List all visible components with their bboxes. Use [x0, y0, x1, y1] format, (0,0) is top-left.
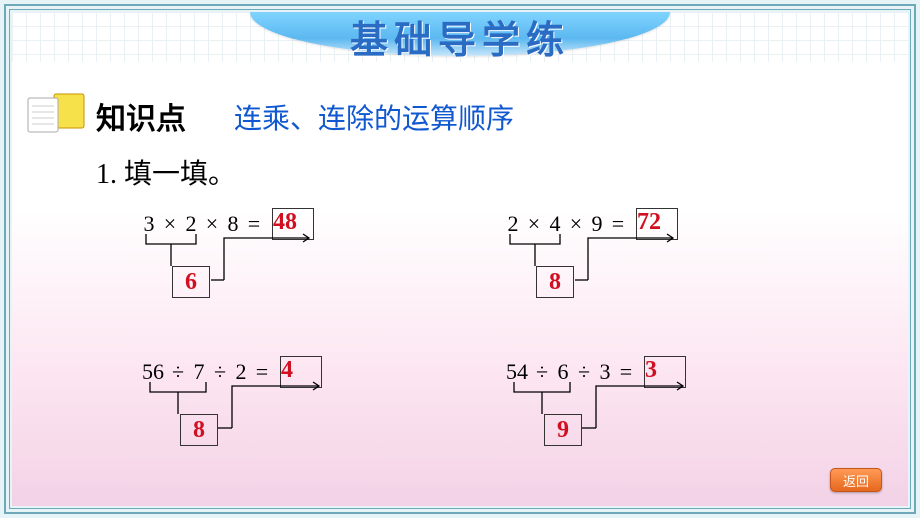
banner-title: 基础导学练 — [350, 9, 570, 64]
result-2: 72 — [637, 209, 661, 236]
result-box-2: 72 — [636, 208, 678, 240]
return-button[interactable]: 返回 — [830, 468, 882, 492]
result-1: 48 — [273, 209, 297, 236]
operator-1-2: × — [205, 211, 219, 237]
operand-3c: 2 — [234, 359, 248, 385]
operator-4-1: ÷ — [535, 359, 549, 385]
operator-4-2: ÷ — [577, 359, 591, 385]
operand-2c: 9 — [590, 211, 604, 237]
intermediate-box-1: 6 — [172, 266, 210, 298]
intermediate-box-2: 8 — [536, 266, 574, 298]
operand-2a: 2 — [506, 211, 520, 237]
operand-3b: 7 — [192, 359, 206, 385]
bracket-diagram-3 — [136, 378, 396, 446]
operand-2b: 4 — [548, 211, 562, 237]
operand-1c: 8 — [226, 211, 240, 237]
intermediate-3: 8 — [193, 417, 205, 444]
operator-1-1: × — [163, 211, 177, 237]
question-label: 1. 填一填。 — [96, 152, 236, 192]
knowledge-label: 知识点 — [96, 94, 186, 138]
problem-2: 2 × 4 × 9 = 72 8 — [506, 208, 678, 240]
return-label: 返回 — [843, 471, 869, 490]
operand-1a: 3 — [142, 211, 156, 237]
operand-4c: 3 — [598, 359, 612, 385]
knowledge-topic: 连乘、连除的运算顺序 — [234, 97, 514, 137]
header-banner: 基础导学练 — [12, 12, 908, 60]
problem-3: 56 ÷ 7 ÷ 2 = 4 8 — [142, 356, 322, 388]
problem-4: 54 ÷ 6 ÷ 3 = 3 9 — [506, 356, 686, 388]
result-4: 3 — [645, 357, 657, 384]
intermediate-4: 9 — [557, 417, 569, 444]
operator-2-2: × — [569, 211, 583, 237]
content-area: 基础导学练 知识点 连乘、连除的运算顺序 1. 填一填。 3 × 2 × 8 =… — [12, 12, 908, 506]
operand-4b: 6 — [556, 359, 570, 385]
operand-4a: 54 — [506, 359, 528, 385]
equals-3: = — [255, 359, 269, 385]
expression-1: 3 × 2 × 8 = 48 — [142, 208, 314, 240]
result-box-3: 4 — [280, 356, 322, 388]
operand-1b: 2 — [184, 211, 198, 237]
operator-3-2: ÷ — [213, 359, 227, 385]
result-box-4: 3 — [644, 356, 686, 388]
equals-4: = — [619, 359, 633, 385]
intermediate-box-3: 8 — [180, 414, 218, 446]
operator-3-1: ÷ — [171, 359, 185, 385]
equals-1: = — [247, 211, 261, 237]
operand-3a: 56 — [142, 359, 164, 385]
result-3: 4 — [281, 357, 293, 384]
bracket-diagram-4 — [500, 378, 760, 446]
result-box-1: 48 — [272, 208, 314, 240]
intermediate-1: 6 — [185, 269, 197, 296]
problem-1: 3 × 2 × 8 = 48 6 — [142, 208, 314, 240]
book-icon — [24, 88, 86, 138]
expression-3: 56 ÷ 7 ÷ 2 = 4 — [142, 356, 322, 388]
intermediate-2: 8 — [549, 269, 561, 296]
equals-2: = — [611, 211, 625, 237]
expression-4: 54 ÷ 6 ÷ 3 = 3 — [506, 356, 686, 388]
expression-2: 2 × 4 × 9 = 72 — [506, 208, 678, 240]
operator-2-1: × — [527, 211, 541, 237]
intermediate-box-4: 9 — [544, 414, 582, 446]
